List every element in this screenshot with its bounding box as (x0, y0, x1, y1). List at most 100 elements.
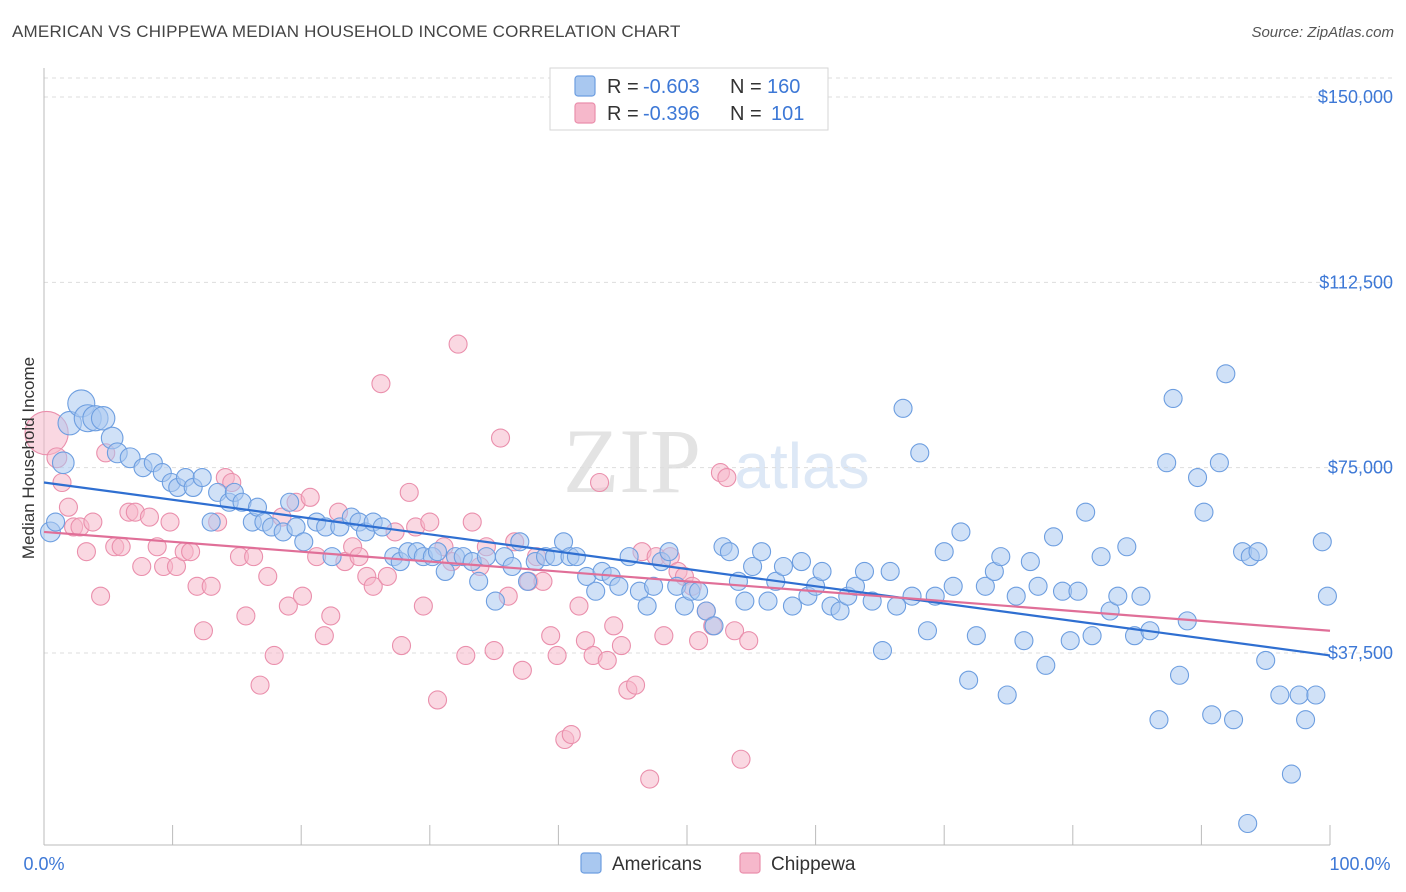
chippewa-point (597, 650, 617, 670)
americans-point (1020, 552, 1040, 572)
y-tick-label: $112,500 (1319, 272, 1393, 292)
chippewa-point (512, 660, 532, 680)
chippewa-point (139, 507, 160, 527)
americans-point (1163, 388, 1183, 409)
americans-point (1157, 453, 1177, 473)
americans-point (1270, 685, 1290, 705)
chippewa-point (569, 596, 589, 616)
chippewa-point (363, 576, 383, 596)
americans-point (943, 576, 963, 596)
americans-point (322, 547, 342, 567)
chippewa-point (278, 596, 298, 616)
y-tick-label: $37,500 (1328, 643, 1393, 663)
americans-point (286, 517, 306, 537)
chippewa-point (640, 769, 660, 789)
y-tick-label: $75,000 (1328, 458, 1393, 478)
americans-point (201, 512, 221, 532)
chippewa-point (456, 645, 476, 666)
chart-title: AMERICAN VS CHIPPEWA MEDIAN HOUSEHOLD IN… (12, 22, 681, 41)
chippewa-point (654, 626, 674, 646)
chippewa-point (590, 472, 610, 493)
chippewa-point (147, 537, 167, 557)
americans-point (517, 571, 538, 591)
legend-r-label-chippewa: R = (607, 103, 639, 125)
americans-point (1187, 468, 1208, 488)
legend-r-value-americans: -0.603 (643, 76, 700, 98)
americans-point (872, 640, 893, 661)
y-tick-label: $150,000 (1318, 87, 1393, 107)
chippewa-point (448, 334, 468, 354)
americans-point (1248, 542, 1268, 562)
americans-point (427, 542, 448, 562)
chippewa-point (626, 675, 646, 695)
chippewa-point (575, 631, 595, 651)
americans-point (1082, 626, 1102, 646)
americans-point (910, 443, 930, 463)
chippewa-point (739, 631, 759, 651)
americans-point (1100, 601, 1120, 621)
bottom-legend-americans: Americans (612, 854, 702, 875)
americans-point (743, 556, 763, 577)
chart-source: Source: ZipAtlas.com (1251, 24, 1394, 41)
x-tick-label-max: 100.0% (1329, 854, 1390, 874)
chippewa-point (76, 542, 96, 562)
americans-point (1076, 502, 1096, 522)
americans-point (46, 512, 66, 532)
americans-point (1006, 586, 1026, 606)
bottom-legend-swatch-chippewa (739, 852, 761, 874)
chippewa-point (611, 636, 631, 656)
chippewa-point (236, 606, 256, 626)
chippewa-point (547, 645, 567, 666)
americans-point (966, 626, 986, 646)
americans-point (1238, 813, 1258, 834)
americans-point (812, 561, 832, 582)
legend-r-label-americans: R = (607, 76, 639, 98)
americans-point (637, 596, 657, 616)
americans-point (887, 596, 907, 616)
chippewa-point (314, 626, 334, 646)
chippewa-point (321, 606, 341, 626)
americans-point (1043, 527, 1064, 547)
americans-point (1036, 655, 1056, 675)
americans-point (1060, 631, 1080, 651)
americans-point (854, 561, 875, 582)
americans-point (1149, 710, 1169, 730)
americans-point (791, 552, 812, 572)
americans-point (609, 576, 629, 596)
americans-point (485, 591, 505, 611)
americans-point (659, 542, 679, 562)
americans-point (934, 542, 954, 562)
legend-swatch-chippewa (574, 102, 596, 124)
chippewa-point (731, 749, 751, 769)
americans-point (696, 601, 716, 621)
chippewa-point (52, 472, 72, 493)
chippewa-point (413, 596, 433, 616)
legend: R = -0.603 N = 160 R = -0.396 N = 101 (549, 67, 829, 131)
americans-point (1296, 710, 1316, 730)
chippewa-point (250, 675, 270, 695)
americans-point (1202, 705, 1222, 725)
americans-point (1256, 650, 1276, 670)
americans-point (997, 685, 1017, 705)
americans-point (1289, 685, 1309, 705)
watermark-atlas: atlas (734, 430, 869, 502)
chippewa-point (561, 724, 581, 745)
americans-point (1224, 710, 1244, 730)
americans-point (830, 601, 850, 621)
watermark-zip: ZIP (563, 410, 701, 512)
americans-point (1068, 581, 1088, 601)
chippewa-point (83, 512, 103, 532)
americans-point (951, 522, 971, 542)
axis-layer: $37,500 $75,000 $112,500 $150,000 0.0% 100.0% (23, 68, 1393, 874)
americans-point (644, 576, 664, 596)
americans-point (752, 542, 772, 562)
grid-layer (44, 77, 1395, 654)
chippewa-point (58, 497, 78, 517)
chippewa-point (91, 586, 111, 606)
americans-point (192, 468, 212, 488)
chippewa-point (427, 690, 448, 710)
americans-point (917, 621, 938, 641)
americans-point (586, 581, 606, 601)
legend-r-value-chippewa: -0.396 (643, 103, 700, 125)
